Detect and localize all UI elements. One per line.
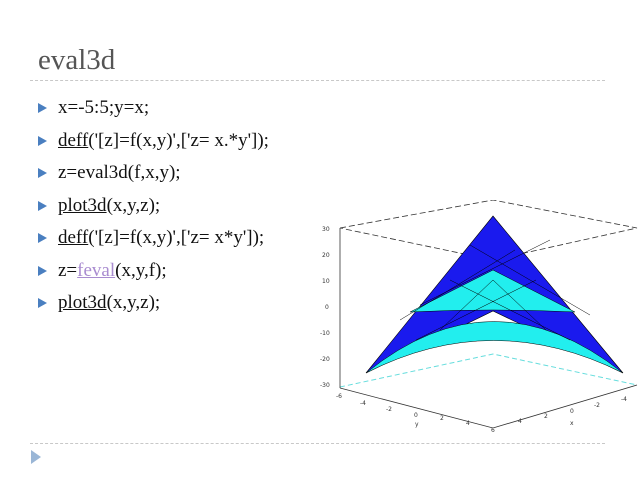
bullet-item: z=eval3d(f,x,y); [38, 157, 269, 190]
z-tick: 0 [325, 304, 329, 311]
deff-link[interactable]: deff [58, 129, 89, 151]
y-tick: 4 [466, 420, 470, 427]
bullet-arrow-icon [38, 233, 47, 244]
y-tick: 2 [440, 415, 444, 422]
bullet-item: deff ('[z]=f(x,y)',['z= x.*y']); [38, 125, 269, 158]
x-tick: 0 [570, 408, 574, 415]
bullet-item: z= feval (x,y,f); [38, 255, 269, 288]
x-tick: 2 [544, 413, 548, 420]
box-bottom-front [339, 384, 638, 429]
y-tick: -6 [336, 393, 342, 400]
plot3d-link[interactable]: plot3d [58, 194, 107, 216]
feval-link[interactable]: feval [77, 259, 116, 281]
bullet-arrow-icon [38, 200, 47, 211]
x-tick: -4 [621, 396, 627, 403]
bullet-item: plot3d (x,y,z); [38, 190, 269, 223]
bullet-item: plot3d (x,y,z); [38, 287, 269, 320]
box-top [339, 200, 638, 261]
y-tick: 6 [491, 427, 495, 434]
y-tick: -2 [386, 406, 392, 413]
deff-link[interactable]: deff [58, 227, 89, 248]
y-tick: -4 [360, 400, 366, 407]
z-tick: 20 [322, 252, 330, 259]
title-divider [30, 80, 605, 81]
x-tick: -2 [594, 402, 600, 409]
bullet-arrow-icon [38, 168, 47, 179]
bullet-arrow-icon [38, 298, 47, 309]
z-tick: -10 [320, 330, 330, 337]
bullet-item: deff ('[z]=f(x,y)',['z= x*y']); [38, 222, 269, 255]
mesh-lines [399, 239, 591, 341]
bullet-list: x=-5:5;y=x; deff ('[z]=f(x,y)',['z= x.*y'… [38, 92, 269, 320]
x-tick: 4 [518, 418, 522, 425]
bullet-arrow-icon [38, 103, 47, 114]
z-tick: -20 [320, 356, 330, 363]
plot3d-link[interactable]: plot3d [58, 292, 107, 313]
bullet-item: x=-5:5;y=x; [38, 92, 269, 125]
y-tick: 0 [414, 412, 418, 419]
next-slide-arrow-icon[interactable] [31, 450, 41, 464]
slide-title: eval3d [38, 44, 116, 76]
bullet-arrow-icon [38, 265, 47, 276]
z-tick: 10 [322, 278, 330, 285]
z-tick: -30 [320, 382, 330, 389]
footer-divider [30, 443, 605, 444]
surface-under [365, 269, 624, 374]
x-axis-label: x [570, 420, 574, 427]
plot3d-image: 30 20 10 0 -10 -20 -30 -6 -4 -2 0 2 4 6 … [320, 200, 638, 434]
z-tick: 30 [322, 226, 330, 233]
box-bottom-back [339, 353, 638, 388]
y-axis-label: y [415, 421, 419, 428]
bullet-arrow-icon [38, 135, 47, 146]
